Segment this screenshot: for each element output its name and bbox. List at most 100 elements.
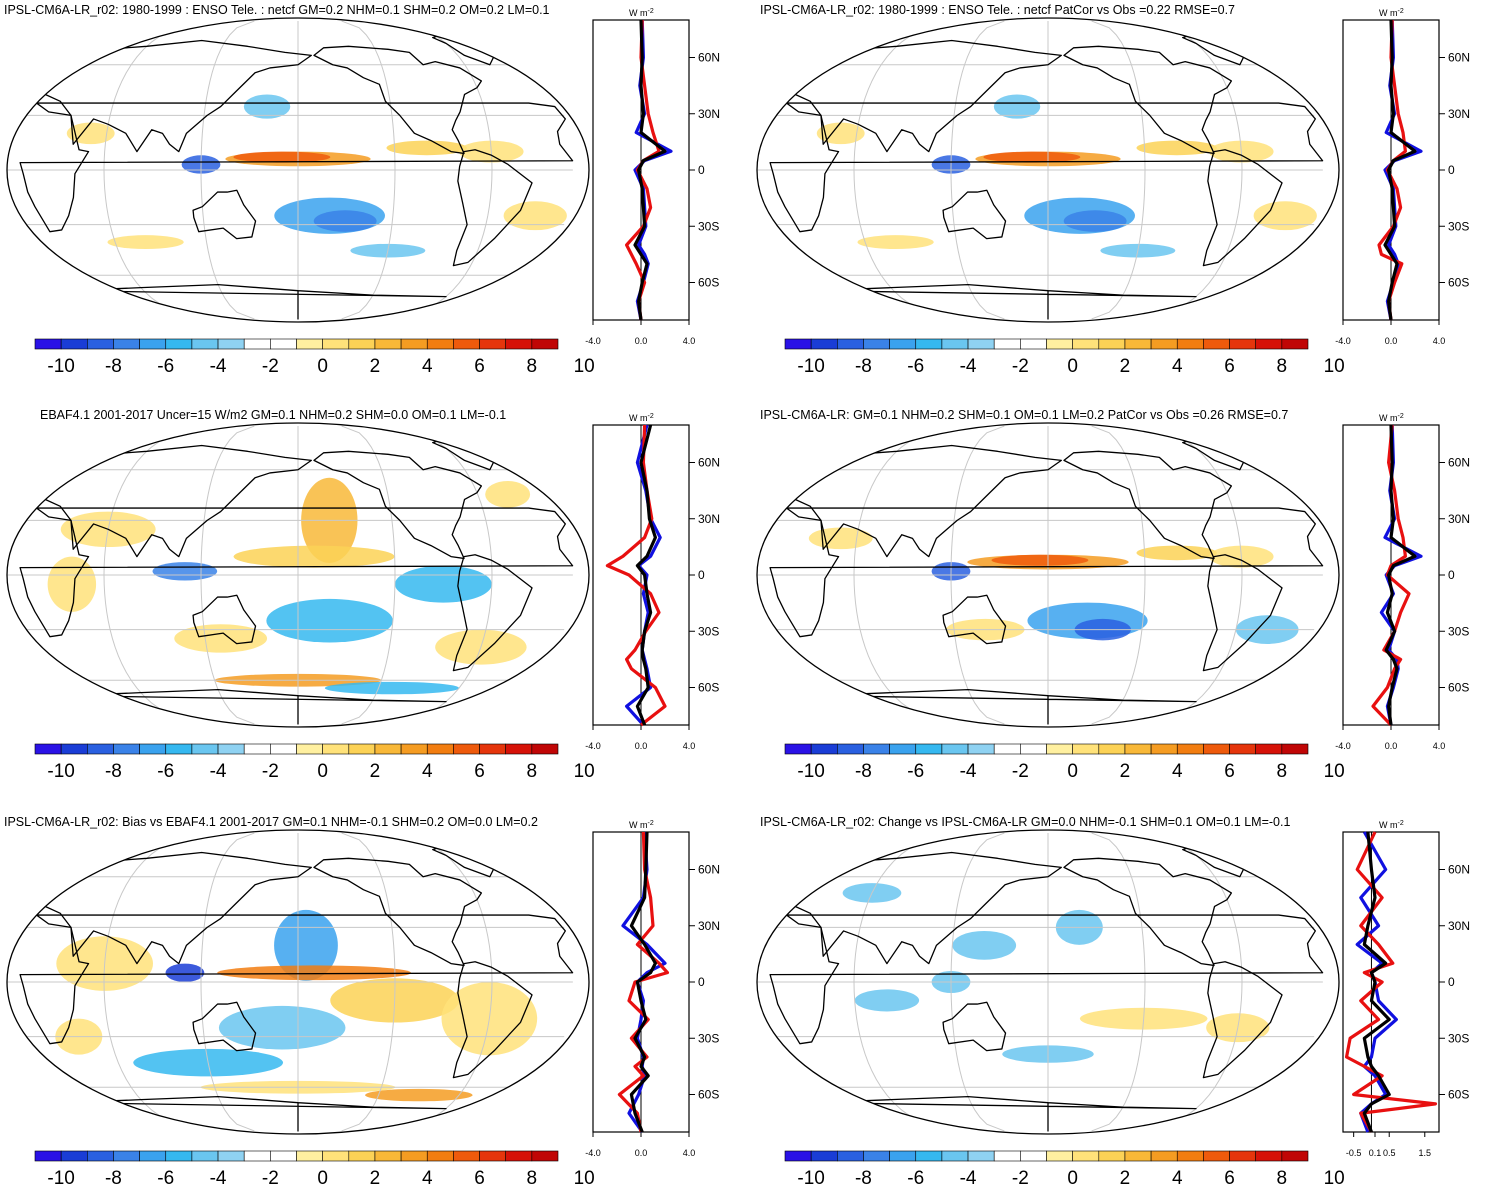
colorbar-swatch bbox=[993, 1150, 1021, 1162]
colorbar-swatch bbox=[1281, 1150, 1309, 1162]
colorbar-swatch bbox=[217, 1150, 245, 1162]
coastline-samerica bbox=[452, 149, 533, 267]
anomaly-region bbox=[66, 122, 115, 145]
profile-x-label: -4.0 bbox=[585, 1148, 601, 1158]
colorbar-tick-label: 2 bbox=[1120, 356, 1131, 377]
colorbar-swatch bbox=[217, 743, 245, 755]
colorbar-swatch bbox=[1098, 338, 1126, 350]
anomaly-region bbox=[365, 1088, 473, 1102]
profile-lat-label: 30N bbox=[698, 919, 720, 933]
profile-lat-label: 0 bbox=[1448, 568, 1455, 582]
profile-x-label: -4.0 bbox=[1335, 336, 1351, 346]
colorbar-tick-label: 8 bbox=[527, 356, 538, 377]
coastline-namerica bbox=[1063, 450, 1233, 560]
colorbar-swatch bbox=[1020, 1150, 1047, 1162]
colorbar-swatch bbox=[479, 743, 506, 755]
graticule-meridian bbox=[950, 425, 1005, 725]
coastline-namerica bbox=[313, 45, 483, 155]
coastline-antarctica bbox=[815, 1095, 1197, 1132]
colorbar-swatch bbox=[191, 338, 219, 350]
colorbar-tick-label: 10 bbox=[574, 761, 595, 782]
colorbar-swatch bbox=[191, 743, 219, 755]
colorbar-tick-label: -8 bbox=[105, 356, 122, 377]
coastline-australia bbox=[192, 594, 257, 645]
colorbar-tick-label: -6 bbox=[157, 1168, 174, 1184]
colorbar-swatch bbox=[1046, 1150, 1073, 1162]
colorbar-swatch bbox=[217, 338, 245, 350]
coastline-australia bbox=[192, 1001, 257, 1052]
map-border bbox=[756, 17, 1340, 323]
coastline-namerica bbox=[1063, 45, 1233, 155]
colorbar-tick-label: 4 bbox=[422, 761, 433, 782]
colorbar-tick-label: -2 bbox=[262, 356, 279, 377]
graticule-meridian bbox=[385, 425, 493, 725]
profile-lat-label: 60N bbox=[1448, 51, 1470, 65]
map-background bbox=[757, 423, 1339, 727]
colorbar-swatch bbox=[243, 338, 271, 350]
colorbar-tick-label: -2 bbox=[262, 1168, 279, 1184]
colorbar-tick-label: 4 bbox=[1172, 1168, 1183, 1184]
colorbar-tick-label: 0 bbox=[1067, 761, 1078, 782]
colorbar-tick-label: -10 bbox=[797, 356, 824, 377]
colorbar-swatch bbox=[915, 743, 943, 755]
colorbar-swatch bbox=[863, 743, 890, 755]
colorbar-tick-label: 10 bbox=[574, 356, 595, 377]
colorbar-tick-label: -8 bbox=[105, 761, 122, 782]
graticule-meridian bbox=[200, 425, 255, 725]
colorbar-swatch bbox=[400, 1150, 428, 1162]
colorbar-swatch bbox=[453, 338, 480, 350]
profile-x-label: 0.0 bbox=[635, 741, 648, 751]
profile-x-label: 0.0 bbox=[1385, 741, 1398, 751]
profile-x-label: 4.0 bbox=[1433, 741, 1446, 751]
colorbar-swatch bbox=[34, 338, 62, 350]
colorbar-swatch bbox=[915, 338, 943, 350]
anomaly-region bbox=[1253, 201, 1317, 231]
panel-title: EBAF4.1 2001-2017 Uncer=15 W/m2 GM=0.1 N… bbox=[40, 408, 506, 422]
graticule-meridian bbox=[1091, 425, 1146, 725]
profile-lat-label: 60N bbox=[698, 863, 720, 877]
anomaly-region bbox=[485, 481, 531, 508]
profile-lat-label: 30S bbox=[698, 624, 719, 638]
profile-series-change bbox=[1362, 831, 1391, 1133]
profile-unit-label: W m-2 bbox=[629, 413, 654, 424]
colorbar-tick-label: 4 bbox=[422, 1168, 433, 1184]
profile-series-change bbox=[1383, 19, 1417, 321]
colorbar-swatch bbox=[1255, 1150, 1283, 1162]
colorbar-swatch bbox=[113, 1150, 140, 1162]
colorbar-swatch bbox=[784, 338, 812, 350]
colorbar-swatch bbox=[1098, 743, 1126, 755]
map-border bbox=[756, 422, 1340, 728]
colorbar-tick-label: 2 bbox=[370, 761, 381, 782]
colorbar-swatch bbox=[426, 338, 454, 350]
profile-lat-label: 30N bbox=[1448, 919, 1470, 933]
profile-lat-label: 60S bbox=[1448, 1088, 1469, 1102]
colorbar-tick-label: -4 bbox=[210, 1168, 227, 1184]
colorbar-tick-label: 10 bbox=[1324, 761, 1345, 782]
colorbar-swatch bbox=[87, 743, 114, 755]
panel-6: IPSL-CM6A-LR_r02: Change vs IPSL-CM6A-LR… bbox=[756, 815, 1470, 1184]
colorbar-swatch bbox=[139, 1150, 167, 1162]
colorbar-tick-label: -4 bbox=[960, 356, 977, 377]
profile-lat-label: 30N bbox=[698, 107, 720, 121]
colorbar-swatch bbox=[889, 743, 917, 755]
coastline-samerica bbox=[1202, 554, 1283, 672]
colorbar-swatch bbox=[113, 743, 140, 755]
graticule-meridian bbox=[1135, 832, 1243, 1132]
coastline-namerica bbox=[313, 450, 483, 560]
colorbar-tick-label: 4 bbox=[422, 356, 433, 377]
panel-title: IPSL-CM6A-LR_r02: 1980-1999 : ENSO Tele.… bbox=[760, 3, 1235, 17]
colorbar-swatch bbox=[296, 743, 323, 755]
colorbar-swatch bbox=[915, 1150, 943, 1162]
coastline-australia bbox=[942, 189, 1007, 240]
colorbar-swatch bbox=[34, 1150, 62, 1162]
colorbar-tick-label: -6 bbox=[907, 1168, 924, 1184]
colorbar-swatch bbox=[139, 743, 167, 755]
colorbar-swatch bbox=[837, 338, 864, 350]
colorbar-swatch bbox=[531, 743, 559, 755]
graticule-meridian bbox=[1135, 20, 1243, 320]
colorbar-swatch bbox=[1124, 338, 1152, 350]
anomaly-region bbox=[218, 1005, 346, 1050]
anomaly-region bbox=[165, 963, 205, 982]
colorbar-swatch bbox=[1020, 338, 1047, 350]
profile-lat-label: 60S bbox=[1448, 681, 1469, 695]
